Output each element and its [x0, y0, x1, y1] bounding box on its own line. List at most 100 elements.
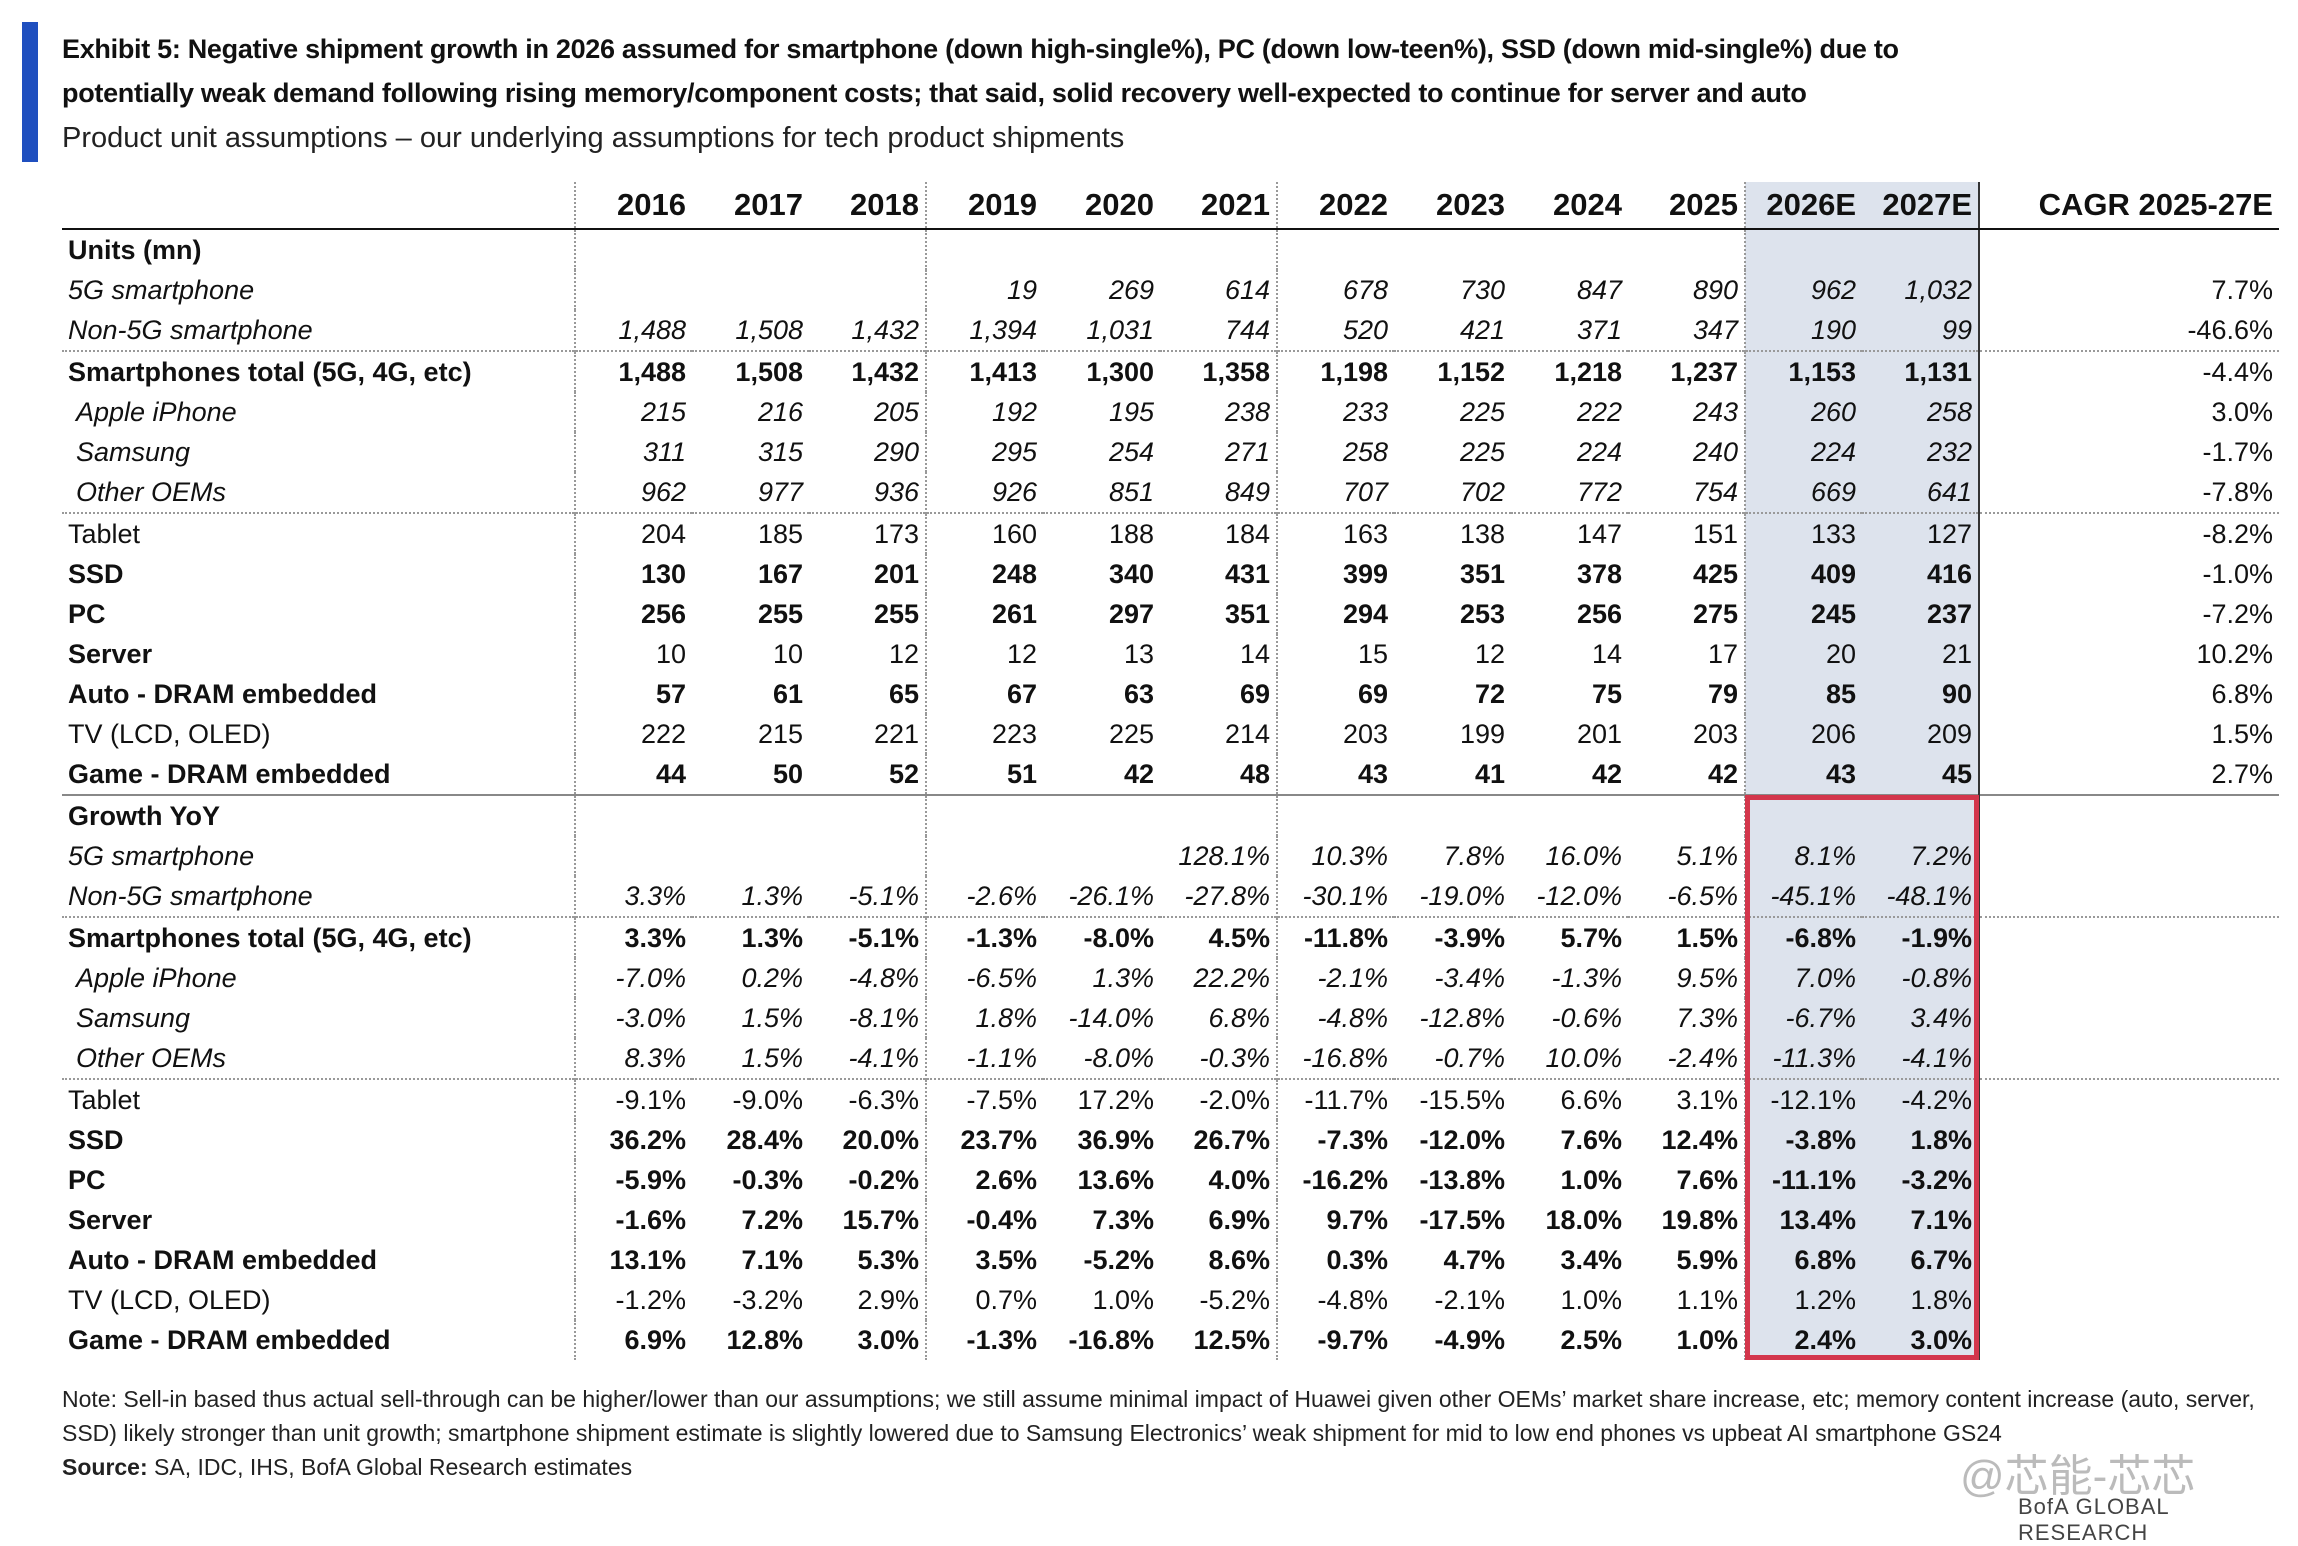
value-cell: 133: [1744, 512, 1862, 554]
value-cell: 16.0%: [1545, 840, 1622, 871]
value-cell: 90: [1862, 674, 1979, 714]
value-cell: 7.8%: [1443, 840, 1505, 871]
value-cell: 203: [1692, 718, 1738, 749]
value-cell: -8.0%: [1043, 916, 1160, 958]
value-cell: 12.4%: [1661, 1124, 1738, 1155]
value-cell: -6.8%: [1744, 916, 1862, 958]
value-cell: 36.2%: [574, 1120, 692, 1160]
value-cell: 926: [925, 472, 1043, 513]
value-cell: 42: [1707, 758, 1738, 789]
value-cell: 3.5%: [925, 1240, 1043, 1280]
cagr-cell: -46.6%: [1978, 310, 2279, 351]
value-cell: 225: [1108, 718, 1154, 749]
value-cell: -2.1%: [1276, 958, 1394, 998]
value-cell: [574, 270, 692, 310]
value-cell: 261: [925, 594, 1043, 634]
table-row: TV (LCD, OLED) -1.2% -3.2% 2.9% 0.7% 1.0% -5.2…: [62, 1280, 2279, 1320]
cell: [1276, 794, 1394, 836]
value-cell: 127: [1862, 512, 1979, 554]
cagr-cell: -7.8%: [1978, 472, 2279, 513]
value-cell: -16.8%: [1276, 1038, 1394, 1079]
value-cell: 255: [873, 598, 919, 629]
value-cell: 138: [1394, 512, 1511, 554]
cagr-cell: [1978, 1280, 2279, 1320]
column-header: 2023: [1394, 182, 1511, 230]
cagr-cell: 1.5%: [1978, 714, 2279, 754]
column-header: 2018: [809, 182, 926, 230]
value-cell: 42: [1123, 758, 1154, 789]
value-cell: 12: [1474, 638, 1505, 669]
value-cell: 7.6%: [1560, 1124, 1622, 1155]
value-cell: 1,358: [1160, 350, 1277, 392]
column-header: 2019: [925, 182, 1043, 230]
value-cell: 977: [757, 476, 803, 507]
value-cell: 936: [873, 476, 919, 507]
value-cell: -0.4%: [925, 1200, 1043, 1240]
value-cell: 21: [1862, 634, 1979, 674]
value-cell: -27.8%: [1184, 880, 1270, 911]
value-cell: 28.4%: [726, 1124, 803, 1155]
value-cell: 260: [1744, 392, 1862, 432]
cell: [1862, 229, 1979, 270]
cell: [1744, 229, 1862, 270]
value-cell: 185: [692, 512, 809, 554]
value-cell: 51: [925, 754, 1043, 795]
value-cell: -1.9%: [1862, 916, 1979, 958]
cagr-cell: [1978, 836, 2279, 876]
value-cell: -2.6%: [925, 876, 1043, 917]
title: potentially weak demand following rising…: [62, 78, 1807, 108]
value-cell: 1,032: [1862, 270, 1979, 310]
table-row: Auto - DRAM embedded 13.1% 7.1% 5.3% 3.5% -5.…: [62, 1240, 2279, 1280]
value-cell: -1.2%: [574, 1280, 692, 1320]
row-label: Game - DRAM embedded: [68, 758, 391, 789]
value-cell: 69: [1276, 674, 1394, 714]
value-cell: 847: [1576, 274, 1622, 305]
value-cell: 1,488: [574, 310, 692, 351]
value-cell: -9.1%: [574, 1078, 692, 1120]
cagr-cell: [1978, 1078, 2279, 1120]
value-cell: 12: [925, 634, 1043, 674]
row-label: Tablet: [62, 512, 575, 554]
value-cell: 254: [1108, 436, 1154, 467]
value-cell: 1.0%: [1676, 1324, 1738, 1355]
value-cell: 15.7%: [842, 1204, 919, 1235]
value-cell: 52: [888, 758, 919, 789]
value-cell: 849: [1224, 476, 1270, 507]
row-label: Server: [68, 638, 153, 669]
value-cell: 7.2%: [741, 1204, 803, 1235]
value-cell: -6.5%: [1667, 880, 1738, 911]
value-cell: 0.2%: [741, 962, 803, 993]
value-cell: 13.4%: [1744, 1200, 1862, 1240]
value-cell: 5.9%: [1676, 1244, 1738, 1275]
value-cell: 245: [1744, 594, 1862, 634]
value-cell: 163: [1276, 512, 1394, 554]
value-cell: 15: [1276, 634, 1394, 674]
value-cell: 851: [1108, 476, 1154, 507]
value-cell: 6.9%: [1208, 1204, 1270, 1235]
value-cell: -16.2%: [1276, 1160, 1394, 1200]
cell: [1862, 794, 1979, 836]
value-cell: 3.3%: [574, 916, 692, 958]
value-cell: 269: [1108, 274, 1154, 305]
table-row: Server 10 10 12 12 13 14 15 12 14 17 20 21 10.2%: [62, 634, 2279, 674]
value-cell: -3.2%: [732, 1284, 803, 1315]
value-cell: -0.6%: [1551, 1002, 1622, 1033]
value-cell: -12.0%: [1536, 880, 1622, 911]
value-cell: -6.3%: [809, 1078, 926, 1120]
value-cell: -0.3%: [1199, 1042, 1270, 1073]
row-label: Samsung: [76, 1002, 191, 1033]
value-cell: 9.5%: [1676, 962, 1738, 993]
value-cell: 425: [1692, 558, 1738, 589]
value-cell: -11.8%: [1276, 916, 1394, 958]
cell: [809, 794, 926, 836]
value-cell: -3.2%: [1862, 1160, 1979, 1200]
value-cell: -5.9%: [574, 1160, 692, 1200]
value-cell: 2.6%: [925, 1160, 1043, 1200]
value-cell: -6.5%: [925, 958, 1043, 998]
table-row: Samsung -3.0% 1.5% -8.1% 1.8% -14.0% 6.8% -4.8%…: [62, 998, 2279, 1038]
value-cell: -3.4%: [1434, 962, 1505, 993]
value-cell: 0.3%: [1276, 1240, 1394, 1280]
value-cell: 378: [1576, 558, 1622, 589]
value-cell: 248: [925, 554, 1043, 594]
value-cell: -12.0%: [1419, 1124, 1505, 1155]
